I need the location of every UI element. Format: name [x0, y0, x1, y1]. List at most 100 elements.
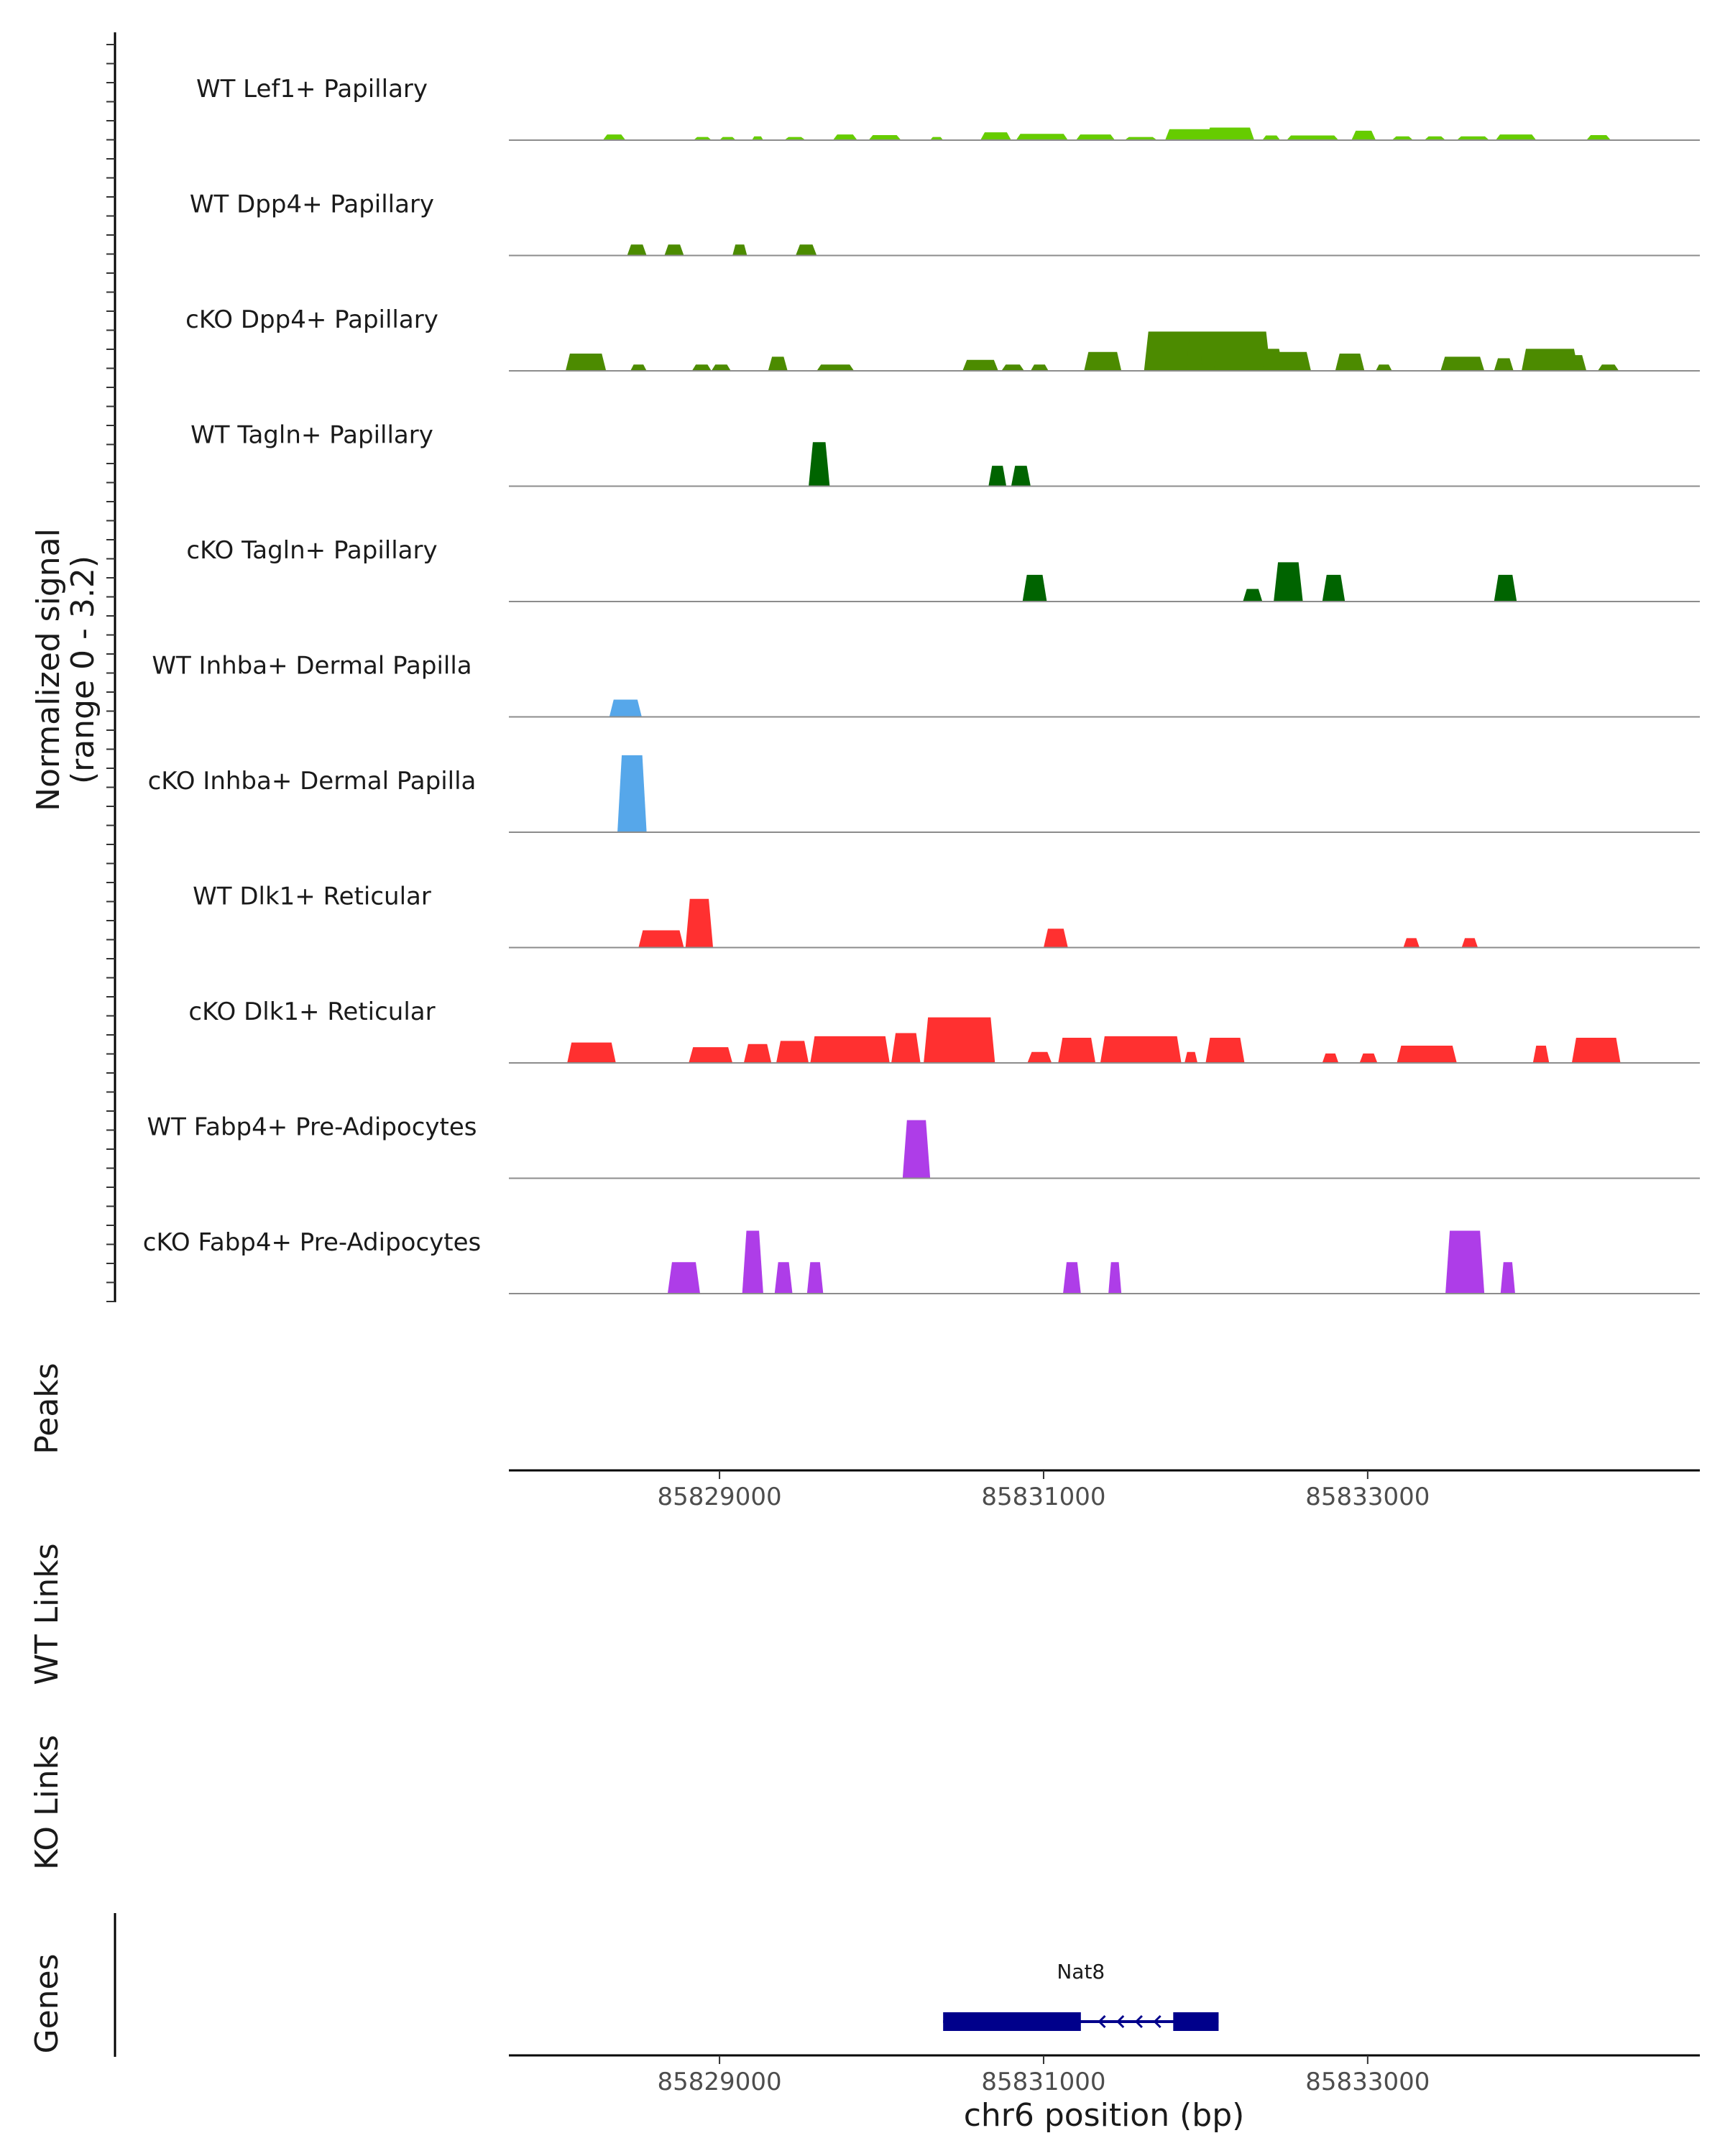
signal-peak — [1022, 574, 1047, 602]
gene-exon — [943, 2012, 1081, 2031]
x-tick-label: 85831000 — [981, 1483, 1105, 1511]
peaks-x-axis: 85829000 85831000 85833000 — [658, 1470, 1430, 1511]
track-label: cKO Inhba+ Dermal Papilla — [148, 767, 477, 796]
strand-arrow-icon — [1116, 2014, 1125, 2029]
signal-peak — [1359, 1053, 1378, 1063]
track: cKO Fabp4+ Pre-Adipocytes — [143, 1228, 1700, 1294]
track: WT Fabp4+ Pre-Adipocytes — [147, 1113, 1700, 1179]
track-label: WT Dlk1+ Reticular — [193, 883, 431, 911]
signal-peak — [1058, 1038, 1096, 1063]
signal-peak — [1376, 364, 1392, 371]
x-tick-label: 85833000 — [1305, 2068, 1430, 2096]
track: WT Dpp4+ Papillary — [190, 190, 1700, 257]
signal-peak — [1392, 136, 1413, 140]
signal-peak — [1262, 135, 1281, 140]
signal-peak — [617, 755, 647, 832]
signal-peak — [630, 364, 647, 371]
track-label: cKO Dlk1+ Reticular — [188, 998, 435, 1026]
x-tick-label: 85833000 — [1305, 1483, 1430, 1511]
genes-panel-label: Genes — [29, 1953, 65, 2053]
signal-peak — [774, 1262, 793, 1294]
strand-arrow-icon — [1098, 2014, 1106, 2029]
signal-peak — [816, 364, 855, 371]
signal-peak — [832, 134, 857, 140]
track-label: cKO Dpp4+ Papillary — [185, 305, 438, 334]
track-label: cKO Tagln+ Papillary — [186, 536, 437, 565]
signal-peak — [1403, 938, 1420, 948]
signal-peak — [962, 359, 998, 371]
signal-peak — [1424, 136, 1446, 140]
gene-annotations: Nat8 — [943, 1960, 1219, 2031]
signal-peak — [784, 137, 806, 140]
signal-peak — [1397, 1045, 1457, 1063]
track-label: WT Tagln+ Papillary — [190, 421, 433, 450]
strand-arrow-icon — [1153, 2014, 1162, 2029]
signal-peak — [1571, 1038, 1621, 1063]
track-label: WT Inhba+ Dermal Papilla — [152, 652, 472, 681]
track-label: cKO Fabp4+ Pre-Adipocytes — [143, 1228, 482, 1257]
signal-peak — [1494, 358, 1514, 371]
signal-peak — [602, 134, 626, 140]
x-tick-label: 85829000 — [658, 1483, 782, 1511]
signal-peak — [1100, 1036, 1182, 1063]
signal-peak — [1495, 134, 1537, 140]
signal-peak — [1011, 466, 1031, 487]
ko-links-panel-label: KO Links — [29, 1735, 65, 1870]
gene-label: Nat8 — [1057, 1960, 1105, 1984]
signal-peak — [752, 136, 763, 140]
track: WT Lef1+ Papillary — [196, 75, 1700, 141]
x-tick-label: 85831000 — [981, 2068, 1105, 2096]
signal-peak — [1322, 1053, 1339, 1063]
coverage-tracks: WT Lef1+ Papillary WT Dpp4+ Papillary cKO … — [143, 75, 1700, 1294]
signal-peak — [664, 244, 684, 256]
signal-peak — [868, 135, 901, 140]
signal-peak — [1597, 364, 1619, 371]
signal-peak — [719, 137, 736, 140]
signal-peak — [1262, 351, 1311, 371]
signal-peak — [1351, 130, 1376, 140]
signal-peak — [1287, 135, 1339, 140]
signal-peak — [776, 1041, 809, 1063]
x-tick-label: 85829000 — [658, 2068, 782, 2096]
track-label: WT Dpp4+ Papillary — [190, 190, 434, 219]
signal-peak — [1108, 1262, 1122, 1294]
gene-exon — [1173, 2012, 1219, 2031]
signal-peak — [768, 356, 788, 371]
track: cKO Dpp4+ Papillary — [185, 305, 1700, 372]
genes-x-axis: 85829000 85831000 85833000 — [658, 2055, 1430, 2096]
signal-peak — [1537, 355, 1587, 371]
strand-arrow-icon — [1134, 2014, 1143, 2029]
signal-peak — [1043, 929, 1068, 948]
signal-peak — [1165, 129, 1214, 140]
signal-peak — [1016, 134, 1068, 140]
signal-peak — [1063, 1262, 1081, 1294]
signal-peak — [810, 1036, 890, 1063]
signal-peak — [667, 1262, 701, 1294]
signal-y-axis-range: (range 0 - 3.2) — [65, 556, 101, 784]
signal-peak — [1461, 938, 1478, 948]
signal-peak — [891, 1033, 921, 1063]
track-label: WT Lef1+ Papillary — [196, 75, 428, 103]
signal-peak — [685, 898, 714, 948]
signal-peak — [1243, 589, 1263, 602]
track: WT Tagln+ Papillary — [190, 421, 1700, 487]
signal-peak — [1205, 1038, 1245, 1063]
signal-peak — [809, 442, 830, 487]
signal-peak — [980, 132, 1011, 140]
signal-peak — [1076, 134, 1116, 140]
signal-peak — [732, 244, 748, 256]
signal-peak — [1500, 1262, 1515, 1294]
signal-peak — [689, 1047, 733, 1063]
signal-peak — [1322, 574, 1346, 602]
signal-peak — [694, 137, 712, 140]
signal-peak — [1205, 127, 1255, 140]
signal-peak — [796, 244, 817, 256]
wt-links-panel-label: WT Links — [29, 1543, 65, 1685]
track: cKO Inhba+ Dermal Papilla — [148, 755, 1700, 833]
peaks-panel-label: Peaks — [29, 1363, 65, 1454]
signal-peak — [924, 1017, 995, 1063]
signal-peak — [627, 244, 647, 256]
signal-peak — [1494, 574, 1517, 602]
signal-peak — [988, 466, 1007, 487]
